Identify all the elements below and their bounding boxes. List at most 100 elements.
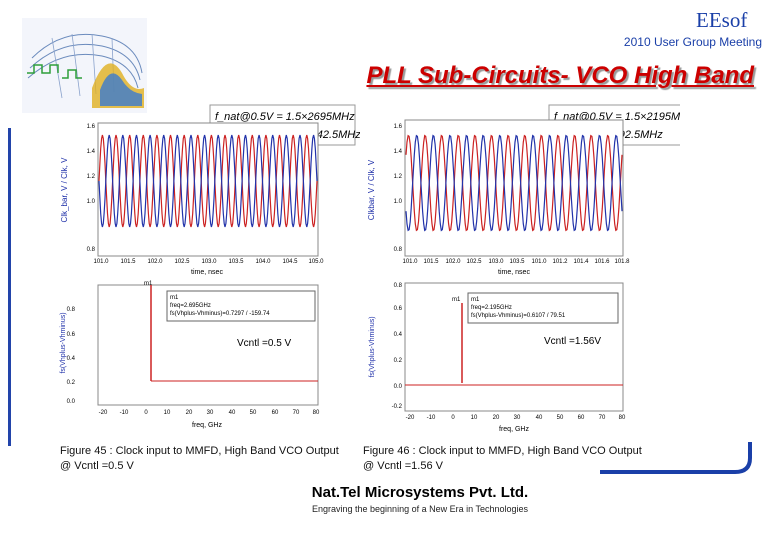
xtick: 40	[229, 410, 236, 416]
company-name: Nat.Tel Microsystems Pvt. Ltd.	[311, 484, 529, 501]
time-plot-xticks: 101.0 101.5 102.0 102.5 103.0 103.5 101.…	[402, 259, 630, 265]
marker-tag: m1	[452, 297, 461, 303]
ytick: 0.6	[394, 306, 403, 312]
spectrum-plot-xticks: -20 -10 0 10 20 30 40 50 60 70 80	[99, 410, 320, 416]
spectrum-plot-ylabel: fs(Vhplus-Vhminus)	[369, 316, 376, 377]
xtick: 101.5	[423, 259, 439, 265]
xtick: 20	[186, 410, 193, 416]
xtick: 0	[451, 415, 455, 421]
xtick: 101.4	[573, 259, 589, 265]
marker-tag: m1	[144, 281, 153, 287]
xtick: 80	[619, 415, 626, 421]
ytick: 1.0	[87, 199, 96, 205]
xtick: 104.0	[255, 259, 271, 265]
marker-readout-line-1: m1	[170, 295, 179, 301]
xtick: -10	[427, 415, 436, 421]
left-chart-panel: f_nat@0.5V = 1.5×2695MHz = 4042.5MHz Clk…	[60, 104, 360, 429]
marker-readout-line-3: fs(Vhplus-Vhminus)=0.6107 / 79.51	[471, 313, 566, 319]
marker-readout-line-1: m1	[471, 297, 480, 303]
marker-readout-line-2: freq=2.195GHz	[471, 305, 512, 311]
xtick: 80	[313, 410, 320, 416]
xtick: 102.5	[466, 259, 482, 265]
xtick: 70	[293, 410, 300, 416]
ytick: 0.6	[67, 332, 76, 338]
logo-graphic	[22, 18, 147, 113]
page-title: PLL Sub-Circuits- VCO High Band	[366, 62, 754, 89]
ytick: 1.6	[394, 124, 403, 130]
xtick: 30	[514, 415, 521, 421]
xtick: 10	[164, 410, 171, 416]
xtick: 101.8	[614, 259, 630, 265]
xtick: 103.0	[201, 259, 217, 265]
right-chart-panel: f_nat@0.5V = 1.5×2195MHz = 3292.5MHz Clk…	[367, 104, 680, 433]
ytick: 0.0	[394, 384, 403, 390]
xtick: 60	[578, 415, 585, 421]
xtick: 60	[272, 410, 279, 416]
waveform-traces	[98, 134, 318, 228]
clk-trace	[405, 134, 623, 232]
xtick: 50	[557, 415, 564, 421]
time-plot-yticks: 1.6 1.4 1.2 1.0 0.8	[394, 124, 403, 253]
xtick: 101.0	[93, 259, 109, 265]
figure-46-caption: Figure 46 : Clock input to MMFD, High Ba…	[363, 445, 642, 472]
time-plot-ylabel: Clkbar, V / Clk, V	[367, 159, 376, 220]
ytick: 1.4	[87, 149, 96, 155]
event-name: 2010 User Group Meeting	[623, 35, 762, 49]
ytick: 0.8	[394, 247, 403, 253]
footer-swoosh	[600, 442, 752, 474]
xtick: 40	[536, 415, 543, 421]
clkbar-trace	[405, 134, 623, 232]
xtick: 70	[599, 415, 606, 421]
ytick: 0.8	[87, 247, 96, 253]
spectrum-plot-yticks: 0.8 0.6 0.4 0.2 0.0	[67, 307, 76, 405]
xtick: 104.5	[282, 259, 298, 265]
xtick: -10	[120, 410, 129, 416]
xtick: 10	[471, 415, 478, 421]
ytick: 1.0	[394, 199, 403, 205]
xtick: 103.5	[228, 259, 244, 265]
company-tagline: Engraving the beginning of a New Era in …	[312, 504, 528, 514]
ytick: 1.4	[394, 149, 403, 155]
time-plot-xticks: 101.0 101.5 102.0 102.5 103.0 103.5 104.…	[93, 259, 324, 265]
vcntl-annotation: Vcntl =1.56V	[544, 336, 601, 347]
ytick: -0.2	[392, 404, 403, 410]
clkbar-trace	[98, 134, 318, 228]
xtick: 103.5	[509, 259, 525, 265]
marker-readout-line-3: fs(Vhplus-Vhminus)=0.7297 / -159.74	[170, 311, 270, 317]
xtick: -20	[99, 410, 108, 416]
ytick: 0.4	[67, 356, 76, 362]
time-plot-yticks: 1.6 1.4 1.2 1.0 0.8	[87, 124, 96, 253]
xtick: 101.5	[120, 259, 136, 265]
xtick: 101.0	[402, 259, 418, 265]
marker-readout-line-2: freq=2.695GHz	[170, 303, 211, 309]
ytick: 0.8	[394, 283, 403, 289]
xtick: 105.0	[308, 259, 324, 265]
time-plot-xlabel: time, nsec	[498, 269, 530, 276]
xtick: 102.0	[445, 259, 461, 265]
marker-readout-box	[166, 290, 316, 322]
ytick: 1.2	[394, 174, 403, 180]
spectrum-plot-xticks: -20 -10 0 10 20 30 40 50 60 70 80	[406, 415, 626, 421]
xtick: 103.0	[488, 259, 504, 265]
spectrum-plot-xlabel: freq, GHz	[192, 422, 222, 429]
ytick: 0.4	[394, 332, 403, 338]
left-accent-line	[8, 128, 11, 446]
marker-readout-box	[467, 292, 619, 324]
time-plot-ylabel: Clk_bar, V / Clk, V	[60, 157, 69, 223]
vcntl-annotation: Vcntl =0.5 V	[237, 338, 292, 349]
ytick: 1.6	[87, 124, 96, 130]
time-plot-xlabel: time, nsec	[191, 269, 223, 276]
xtick: 20	[493, 415, 500, 421]
ytick: 0.0	[67, 399, 76, 405]
spectrum-plot-xlabel: freq, GHz	[499, 426, 529, 433]
xtick: 102.5	[174, 259, 190, 265]
xtick: 101.6	[594, 259, 610, 265]
xtick: 50	[250, 410, 257, 416]
xtick: 101.0	[531, 259, 547, 265]
spectrum-plot-yticks: 0.8 0.6 0.4 0.2 0.0 -0.2	[392, 283, 403, 410]
xtick: 102.0	[147, 259, 163, 265]
formula-line-1: f_nat@0.5V = 1.5×2695MHz	[215, 111, 355, 123]
ytick: 1.2	[87, 174, 96, 180]
xtick: -20	[406, 415, 415, 421]
waveform-traces	[405, 134, 623, 232]
